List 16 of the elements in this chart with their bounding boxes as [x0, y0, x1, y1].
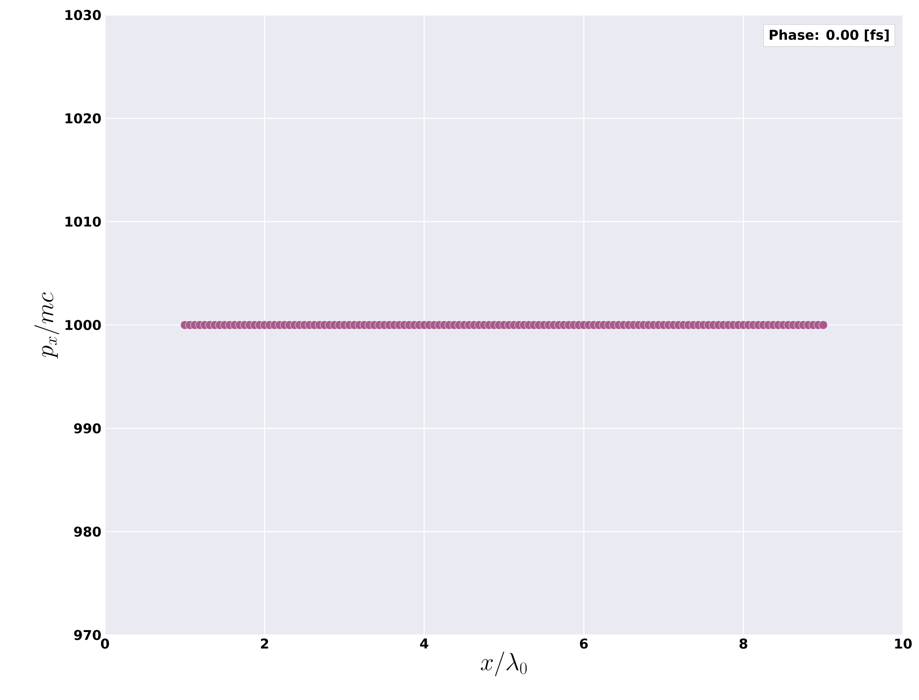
y-axis-title: $p_x/mc$: [34, 292, 60, 358]
y-tick-label: 1010: [66, 216, 101, 227]
annotation: Phase: 0.00 [fs]: [770, 29, 889, 42]
y-tick-label: 1000: [66, 320, 101, 330]
x-tick-label: 4: [420, 638, 428, 648]
x-axis-title: $x/\lambda_0$: [480, 652, 527, 676]
x-tick-label: 8: [740, 638, 748, 649]
y-tick-label: 1020: [66, 113, 101, 124]
y-tick-label: 1030: [66, 10, 101, 20]
y-tick-label: 970: [74, 630, 101, 640]
x-tick-label: 6: [580, 638, 588, 649]
x-tick-label: 10: [895, 638, 912, 649]
x-tick-label: 0: [100, 638, 110, 649]
y-tick-label: 990: [74, 423, 101, 434]
x-tick-label: 2: [260, 638, 268, 648]
y-tick-label: 980: [74, 526, 101, 537]
